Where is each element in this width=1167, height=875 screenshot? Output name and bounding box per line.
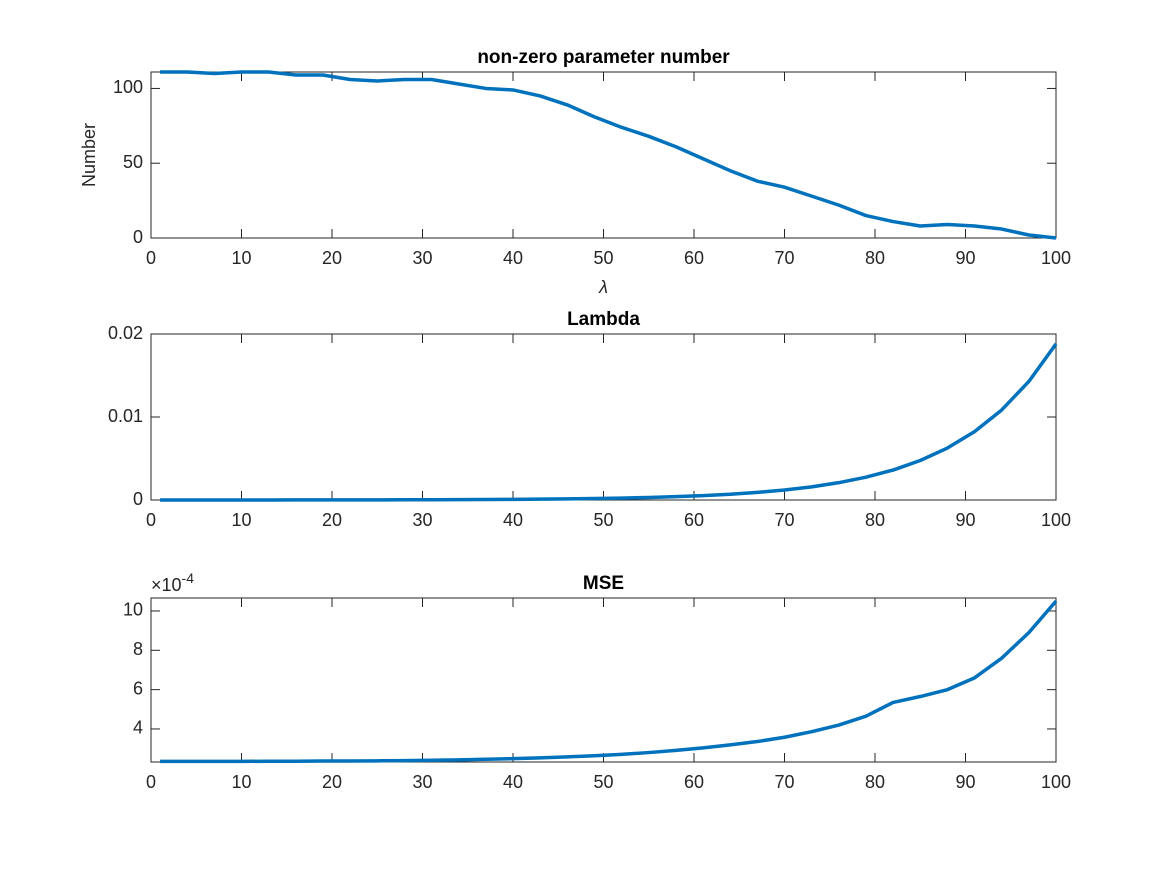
- x-tick-label: 60: [684, 510, 704, 530]
- subplot: 0 10 20 30 40 50 60 70 80 90 100 4 6 8 10 MSE ×10-4: [123, 570, 1071, 792]
- x-tick-label: 60: [684, 772, 704, 792]
- x-tick-label: 100: [1041, 510, 1071, 530]
- y-multiplier: ×10-4: [151, 570, 194, 595]
- x-tick-label: 100: [1041, 772, 1071, 792]
- y-tick-label: 0: [133, 489, 143, 509]
- y-tick-label: 0.01: [108, 406, 143, 426]
- x-tick-label: 80: [865, 772, 885, 792]
- x-tick-label: 20: [322, 772, 342, 792]
- data-line: [160, 70, 1057, 240]
- chart-title: Lambda: [567, 309, 640, 330]
- plot-area: [150, 597, 1057, 763]
- plot-area: [150, 333, 1057, 501]
- x-tick-label: 50: [593, 248, 613, 268]
- y-tick-label: 6: [133, 678, 143, 698]
- x-tick-label: 0: [146, 510, 156, 530]
- x-tick-label: 40: [503, 510, 523, 530]
- x-tick-label: 40: [503, 248, 523, 268]
- x-tick-label: 100: [1041, 248, 1071, 268]
- y-tick-label: 8: [133, 639, 143, 659]
- x-tick-label: 70: [774, 510, 794, 530]
- x-tick-label: 40: [503, 772, 523, 792]
- chart-title: MSE: [583, 573, 624, 594]
- y-tick-label: 4: [133, 718, 143, 738]
- x-tick-label: 80: [865, 510, 885, 530]
- x-tick-label: 20: [322, 510, 342, 530]
- x-tick-label: 10: [231, 510, 251, 530]
- x-tick-label: 80: [865, 248, 885, 268]
- subplot: 0 10 20 30 40 50 60 70 80 90 100 0 0.01 0.02 Lambda: [108, 309, 1071, 530]
- y-tick-label: 0: [133, 227, 143, 247]
- x-tick-label: 30: [412, 772, 432, 792]
- y-axis-label: Number: [79, 123, 99, 187]
- plot-area: [150, 71, 1057, 239]
- subplot: 0 10 20 30 40 50 60 70 80 90 100 0 50 100 non-zero par…: [79, 47, 1071, 297]
- data-line: [160, 600, 1058, 764]
- x-tick-label: 30: [412, 248, 432, 268]
- x-tick-label: 0: [146, 772, 156, 792]
- x-tick-label: 30: [412, 510, 432, 530]
- multiplier-exponent: -4: [182, 570, 195, 586]
- x-tick-label: 70: [774, 772, 794, 792]
- multiplier-base: ×10: [151, 575, 182, 595]
- y-tick-label: 50: [123, 152, 143, 172]
- data-line: [160, 342, 1058, 502]
- x-tick-label: 50: [593, 510, 613, 530]
- x-tick-label: 90: [955, 248, 975, 268]
- x-tick-label: 20: [322, 248, 342, 268]
- x-tick-label: 50: [593, 772, 613, 792]
- y-tick-label: 10: [123, 600, 143, 620]
- x-tick-label: 90: [955, 510, 975, 530]
- x-tick-label: 10: [231, 248, 251, 268]
- x-tick-label: 10: [231, 772, 251, 792]
- x-tick-label: 90: [955, 772, 975, 792]
- y-tick-label: 0.02: [108, 323, 143, 343]
- x-axis-label: λ: [598, 277, 608, 297]
- x-tick-label: 70: [774, 248, 794, 268]
- chart-title: non-zero parameter number: [477, 47, 730, 68]
- y-tick-label: 100: [113, 77, 143, 97]
- x-tick-label: 0: [146, 248, 156, 268]
- x-tick-label: 60: [684, 248, 704, 268]
